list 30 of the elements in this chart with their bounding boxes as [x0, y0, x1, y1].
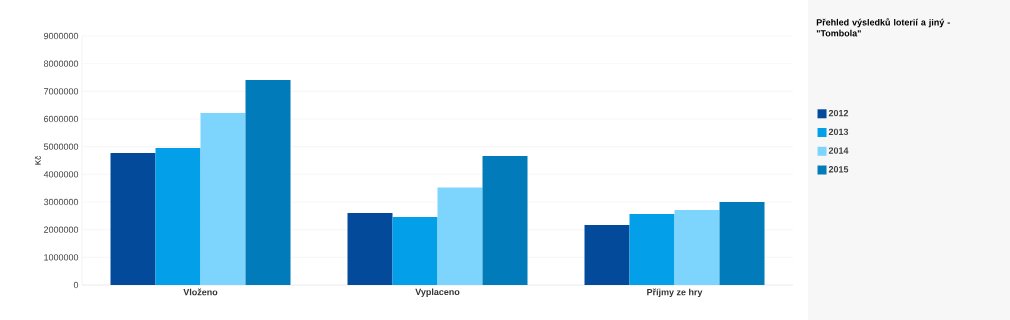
bar — [584, 224, 630, 285]
y-tick-label: 3000000 — [43, 198, 79, 206]
bar — [200, 112, 246, 285]
legend-label: 2014 — [828, 147, 849, 154]
y-tick-label: 4000000 — [43, 171, 79, 178]
bar — [347, 213, 393, 285]
bar — [392, 216, 438, 285]
legend-label: 2015 — [828, 166, 849, 173]
y-tick-label: 6000000 — [44, 115, 79, 123]
bar — [482, 156, 528, 285]
x-tick-label: Vloženo — [183, 288, 218, 296]
x-tick-label: Vyplaceno — [415, 288, 460, 297]
y-tick-label: 2000000 — [44, 226, 79, 233]
x-tick-label: Příjmy ze hry — [647, 288, 703, 298]
y-tick-label: 5000000 — [43, 143, 79, 150]
legend-label: 2013 — [828, 128, 849, 135]
y-tick-label: 7000000 — [44, 88, 79, 95]
bar — [719, 202, 765, 285]
bar — [437, 187, 483, 285]
legend-title: Přehled výsledků loterií a jiný - "Tombola" — [816, 18, 950, 37]
y-tick-label: 8000000 — [43, 60, 79, 67]
y-tick-label: 0 — [73, 281, 79, 289]
bar — [110, 153, 156, 285]
bar — [155, 148, 201, 285]
legend-label: 2012 — [828, 109, 849, 117]
bar — [674, 210, 720, 285]
y-tick-label: 1000000 — [44, 254, 79, 261]
bar — [629, 213, 675, 285]
bar — [245, 80, 291, 285]
y-tick-label: 9000000 — [44, 32, 79, 40]
